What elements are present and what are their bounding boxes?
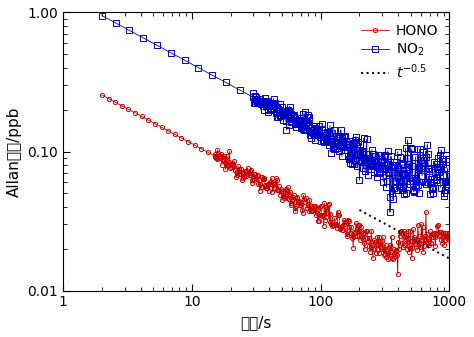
HONO [401, 243, 407, 247]
Y-axis label: Allan方差/ppb: Allan方差/ppb [7, 106, 22, 197]
HONO [395, 272, 401, 276]
$t^{-0.5}$ [356, 208, 362, 212]
HONO [218, 152, 223, 156]
$t^{-0.5}$ [415, 239, 420, 243]
Line: HONO: HONO [100, 93, 452, 276]
HONO [365, 236, 370, 240]
$t^{-0.5}$ [437, 251, 442, 255]
NO$_2$ [438, 153, 443, 157]
HONO [235, 164, 241, 168]
NO$_2$ [366, 156, 372, 160]
NO$_2$ [447, 157, 452, 161]
NO$_2$ [387, 210, 393, 214]
Line: $t^{-0.5}$: $t^{-0.5}$ [359, 210, 449, 258]
NO$_2$ [99, 13, 105, 18]
Line: NO$_2$: NO$_2$ [99, 13, 452, 215]
$t^{-0.5}$ [397, 229, 402, 234]
Legend: HONO, NO$_2$, $t^{-0.5}$: HONO, NO$_2$, $t^{-0.5}$ [357, 20, 443, 85]
HONO [269, 176, 274, 180]
$t^{-0.5}$ [447, 256, 452, 261]
X-axis label: 时间/s: 时间/s [241, 315, 272, 330]
NO$_2$ [422, 180, 428, 184]
$t^{-0.5}$ [411, 238, 417, 242]
HONO [213, 156, 219, 160]
HONO [99, 93, 105, 97]
NO$_2$ [365, 173, 371, 177]
NO$_2$ [406, 162, 412, 166]
$t^{-0.5}$ [410, 237, 416, 241]
HONO [447, 238, 452, 242]
$t^{-0.5}$ [418, 241, 424, 245]
NO$_2$ [409, 176, 414, 180]
